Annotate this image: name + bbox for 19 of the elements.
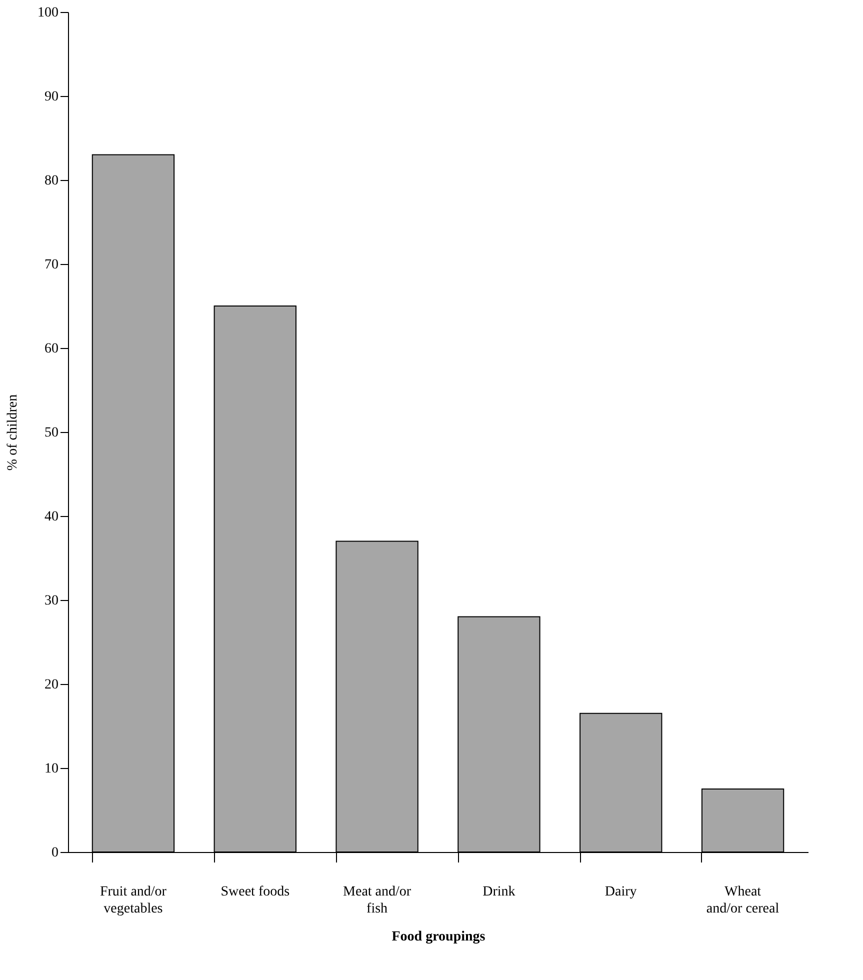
x-tick-label: Drink	[482, 884, 516, 900]
y-tick-label: 0	[52, 846, 58, 860]
y-tick-label: 60	[44, 342, 58, 356]
y-axis-title: % of children	[6, 394, 20, 471]
y-tick-label: 10	[44, 762, 58, 776]
y-tick-label: 100	[38, 6, 58, 20]
y-tick-label: 80	[44, 174, 58, 188]
y-tick-label: 20	[44, 678, 58, 692]
y-tick-label: 50	[44, 426, 58, 440]
x-tick-label: Sweet foods	[220, 884, 290, 900]
x-axis-title: Food groupings	[392, 930, 486, 944]
x-tick-label: Dairy	[604, 884, 637, 900]
x-tick-label: Fruit and/or vegetables	[100, 884, 167, 916]
x-tick-label: Wheat and/or cereal	[706, 884, 780, 916]
y-tick-label: 40	[44, 510, 58, 524]
y-tick-label: 30	[44, 594, 58, 608]
y-tick-label: 70	[44, 258, 58, 272]
x-tick-label: Meat and/or fish	[343, 884, 412, 916]
y-tick-label: 90	[44, 90, 58, 104]
